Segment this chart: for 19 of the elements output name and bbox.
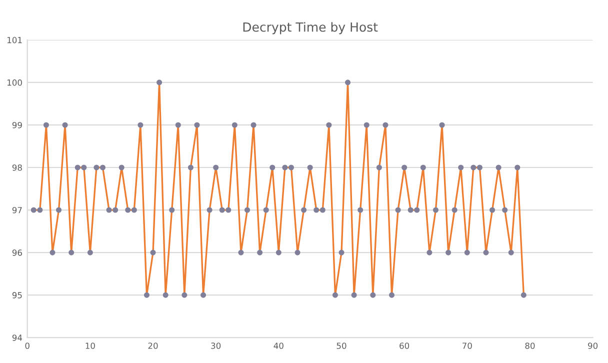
y-tick-label: 101: [8, 36, 22, 44]
y-tick-label: 98: [12, 164, 22, 171]
y-tick-label: 99: [12, 122, 22, 128]
x-tick-label: 90: [588, 342, 598, 349]
chart-title: Decrypt Time by Host: [243, 22, 378, 34]
x-tick-label: 20: [148, 342, 158, 349]
x-tick-label: 80: [525, 342, 535, 349]
y-tick-label: 95: [12, 292, 22, 298]
x-tick-label: 30: [211, 342, 221, 349]
y-tick-label: 97: [12, 207, 22, 214]
x-tick-label: 50: [336, 342, 346, 349]
x-tick-label: 0: [25, 342, 30, 349]
x-tick-label: 40: [274, 342, 284, 349]
x-tick-label: 10: [86, 342, 95, 349]
y-tick-label: 94: [12, 334, 22, 341]
x-tick-label: 70: [462, 342, 472, 349]
y-tick-label: 100: [8, 79, 22, 86]
y-tick-label: 96: [12, 250, 22, 256]
x-tick-label: 60: [400, 342, 410, 349]
